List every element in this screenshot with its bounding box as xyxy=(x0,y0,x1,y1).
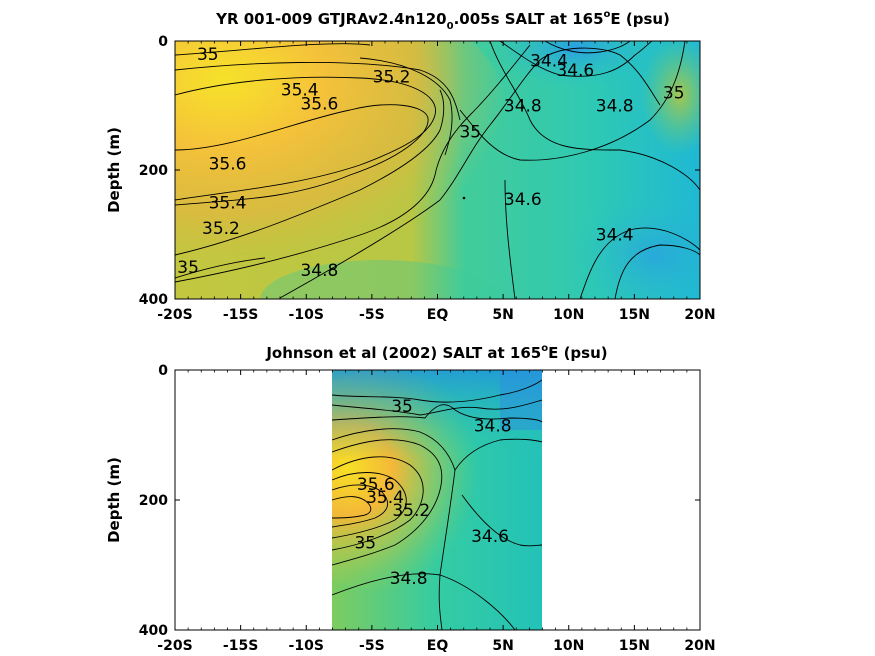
bottom-xtick-label: 20N xyxy=(684,638,715,654)
top-contour-label: 35.2 xyxy=(202,219,240,239)
top-contour-label: 34.4 xyxy=(596,226,634,246)
top-contour-label: 34.6 xyxy=(556,61,594,81)
top-contour-label: 35.4 xyxy=(281,80,319,100)
bottom-contour-label: 34.8 xyxy=(474,416,512,436)
top-xtick-label: -20S xyxy=(157,307,192,323)
bottom-ticks: -20S -15S -10S -5S EQ 5N 10N 15N 20N 0 200 400 xyxy=(139,363,716,654)
top-contour-label: 35 xyxy=(177,258,199,278)
top-contour-label: 35.2 xyxy=(373,67,411,87)
top-ytick-label: 400 xyxy=(139,292,168,308)
top-xtick-label: -15S xyxy=(223,307,258,323)
bottom-title: Johnson et al (2002) SALT at 165oE (psu) xyxy=(265,343,607,362)
top-contour-field xyxy=(175,41,700,299)
bottom-contour-labels: 35 34.8 35.635.435.2 34.6 35 34.8 xyxy=(354,397,511,589)
bottom-ytick-label: 400 xyxy=(139,623,168,639)
bottom-xtick-label: 15N xyxy=(619,638,650,654)
top-contour-label: 35 xyxy=(663,84,685,104)
top-contour-label: 35.6 xyxy=(209,155,247,175)
top-contour-label: 35 xyxy=(197,45,219,65)
top-xtick-label: -10S xyxy=(289,307,324,323)
top-title: YR 001-009 GTJRAv2.4n1200.005s SALT at 1… xyxy=(215,9,670,32)
top-xtick-label: 10N xyxy=(553,307,584,323)
top-contour-label: 35 xyxy=(459,122,481,142)
bottom-xtick-label: -20S xyxy=(157,638,192,654)
bottom-ylabel: Depth (m) xyxy=(105,457,123,543)
bottom-xtick-label: EQ xyxy=(427,638,449,654)
top-contour-label: 34.8 xyxy=(504,97,542,117)
bottom-xtick-label: -10S xyxy=(289,638,324,654)
top-ytick-label: 0 xyxy=(158,34,168,50)
top-contour-label: 34.6 xyxy=(504,190,542,210)
top-contour-label: 34.8 xyxy=(300,261,338,281)
top-ticks: -20S -15S -10S -5S EQ 5N 10N 15N 20N 0 200 400 xyxy=(139,34,716,323)
bottom-contour-label: 35 xyxy=(354,533,376,553)
bottom-xtick-label: -15S xyxy=(223,638,258,654)
bottom-contour-label: 34.8 xyxy=(390,569,428,589)
bottom-panel: Johnson et al (2002) SALT at 165oE (psu)… xyxy=(105,343,716,654)
top-xtick-label: 5N xyxy=(492,307,513,323)
top-ylabel: Depth (m) xyxy=(105,127,123,213)
top-ytick-label: 200 xyxy=(139,163,168,179)
bottom-contour-label: 35.6 xyxy=(357,475,395,495)
bottom-xtick-label: 5N xyxy=(492,638,513,654)
bottom-ytick-label: 200 xyxy=(139,493,168,509)
bottom-contour-label: 35.4 xyxy=(366,488,404,508)
top-contour-label: 34.8 xyxy=(596,97,634,117)
bottom-ytick-label: 0 xyxy=(158,363,168,379)
top-contour-label: 35.6 xyxy=(300,95,338,115)
top-xtick-label: 20N xyxy=(684,307,715,323)
bottom-contour-label: 34.6 xyxy=(471,527,509,547)
bottom-contour-field xyxy=(332,370,542,630)
top-panel: YR 001-009 GTJRAv2.4n1200.005s SALT at 1… xyxy=(105,9,716,323)
bottom-contour-label: 35.2 xyxy=(392,501,430,521)
bottom-xtick-label: -5S xyxy=(359,638,385,654)
bottom-xtick-label: 10N xyxy=(553,638,584,654)
bottom-contour-label: 35 xyxy=(391,397,413,417)
top-xtick-label: -5S xyxy=(359,307,385,323)
top-contour-label: 35.4 xyxy=(209,193,247,213)
top-xtick-label: 15N xyxy=(619,307,650,323)
top-contour-label: 34.4 xyxy=(530,51,568,71)
top-xtick-label: EQ xyxy=(427,307,449,323)
